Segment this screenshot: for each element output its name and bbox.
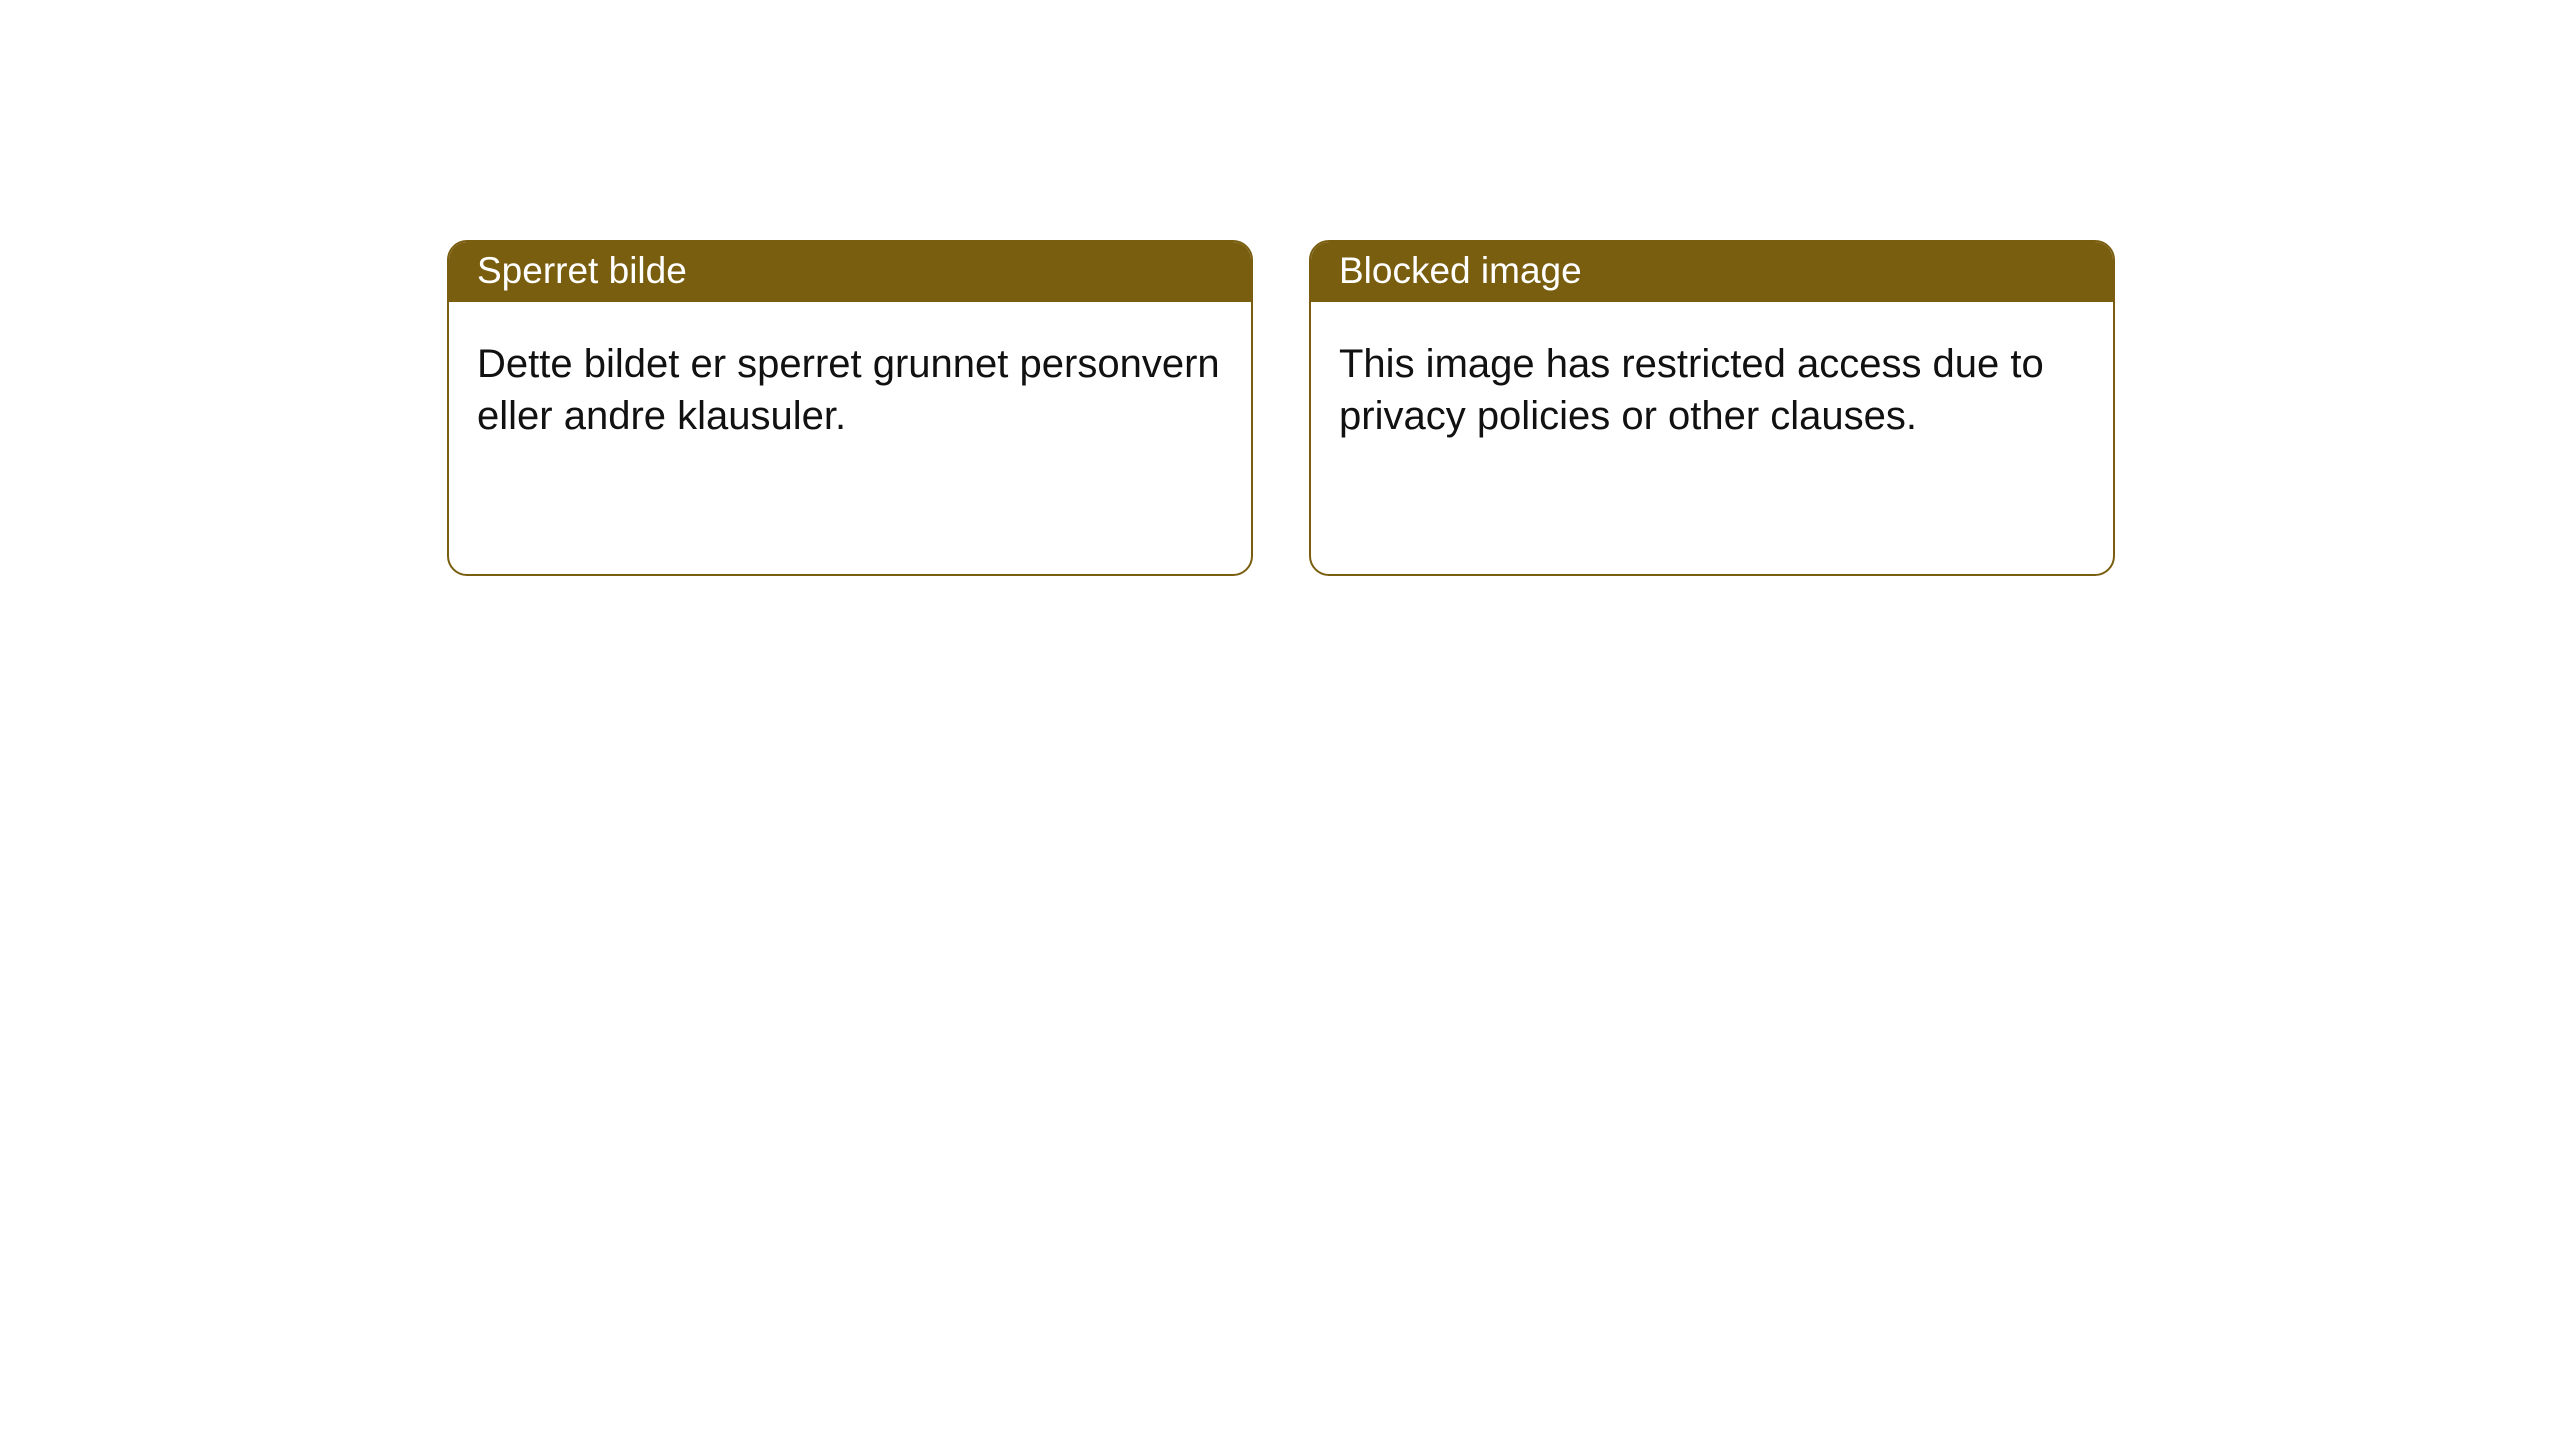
notice-body: This image has restricted access due to … xyxy=(1311,302,2113,470)
notice-card-english: Blocked image This image has restricted … xyxy=(1309,240,2115,576)
notice-header: Sperret bilde xyxy=(449,242,1251,302)
notice-header: Blocked image xyxy=(1311,242,2113,302)
notice-container: Sperret bilde Dette bildet er sperret gr… xyxy=(447,240,2115,576)
notice-body: Dette bildet er sperret grunnet personve… xyxy=(449,302,1251,470)
notice-card-norwegian: Sperret bilde Dette bildet er sperret gr… xyxy=(447,240,1253,576)
